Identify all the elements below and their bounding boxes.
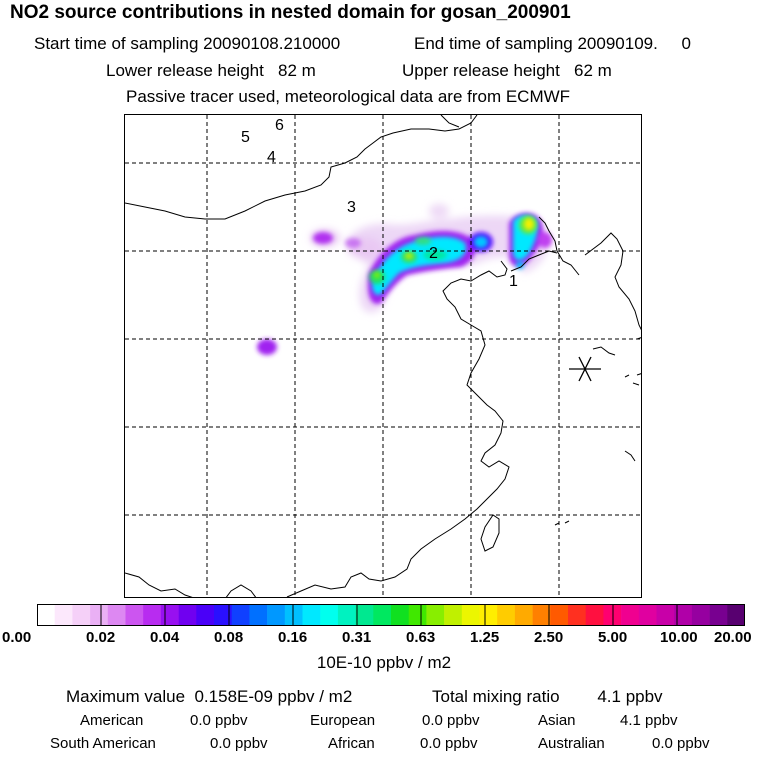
- colorbar-cell-18: [355, 604, 374, 626]
- colorbar-tick-3: 0.08: [214, 629, 244, 646]
- american-label: American: [80, 712, 144, 729]
- colorbar-cell-33: [621, 604, 640, 626]
- colorbar-tick-0: 0.00: [2, 629, 32, 646]
- no2-plume: [257, 204, 552, 355]
- colorbar-cell-21: [408, 604, 427, 626]
- region-label-2: 2: [429, 245, 438, 262]
- colorbar-tick-5: 0.31: [342, 629, 372, 646]
- european-value: 0.0 ppbv: [422, 712, 480, 729]
- colorbar-cell-31: [585, 604, 604, 626]
- african-label: African: [328, 735, 375, 752]
- colorbar-cell-6: [143, 604, 162, 626]
- colorbar: [37, 604, 745, 626]
- colorbar-cell-5: [125, 604, 144, 626]
- colorbar-cell-25: [479, 604, 498, 626]
- colorbar-tick-2: 0.04: [150, 629, 180, 646]
- region-label-1: 1: [509, 273, 518, 290]
- colorbar-cell-8: [178, 604, 197, 626]
- receptor-star-icon: [569, 356, 601, 382]
- region-label-5: 5: [241, 129, 250, 146]
- upper-release-height: Upper release height 62 m: [402, 61, 612, 80]
- asian-label: Asian: [538, 712, 576, 729]
- colorbar-cell-11: [231, 604, 250, 626]
- asian-value: 4.1 ppbv: [620, 712, 678, 729]
- colorbar-cell-13: [267, 604, 286, 626]
- coastline-outlines: [125, 115, 641, 597]
- total-mixing-ratio: Total mixing ratio 4.1 ppbv: [432, 687, 663, 706]
- colorbar-cell-0: [37, 604, 55, 626]
- european-label: European: [310, 712, 376, 729]
- colorbar-cell-12: [249, 604, 268, 626]
- south-american-value: 0.0 ppbv: [210, 735, 268, 752]
- colorbar-cell-19: [373, 604, 392, 626]
- lat-lon-grid: [125, 115, 641, 597]
- colorbar-tick-6: 0.63: [406, 629, 436, 646]
- colorbar-cell-7: [160, 604, 179, 626]
- colorbar-cell-26: [497, 604, 516, 626]
- colorbar-cell-30: [568, 604, 586, 626]
- colorbar-cell-23: [444, 604, 463, 626]
- colorbar-cell-17: [337, 604, 356, 626]
- region-label-4: 4: [267, 149, 276, 166]
- colorbar-cell-15: [302, 604, 321, 626]
- colorbar-cell-10: [214, 604, 232, 626]
- colorbar-tick-1: 0.02: [86, 629, 116, 646]
- maximum-value: Maximum value 0.158E-09 ppbv / m2: [66, 687, 353, 706]
- colorbar-cell-39: [727, 604, 745, 626]
- map-panel: 1 2 3 4 5 6: [124, 114, 642, 598]
- colorbar-cell-35: [656, 604, 675, 626]
- african-value: 0.0 ppbv: [420, 735, 478, 752]
- region-label-6: 6: [275, 117, 284, 134]
- colorbar-cell-32: [603, 604, 622, 626]
- colorbar-cell-27: [514, 604, 533, 626]
- colorbar-border: [37, 604, 745, 626]
- colorbar-cells: [37, 604, 745, 626]
- colorbar-tick-9: 5.00: [598, 629, 628, 646]
- colorbar-major-ticks: [100, 604, 678, 626]
- colorbar-cell-14: [284, 604, 303, 626]
- american-value: 0.0 ppbv: [190, 712, 248, 729]
- colorbar-tick-11: 20.00: [714, 629, 752, 646]
- colorbar-cell-16: [320, 604, 339, 626]
- colorbar-tick-7: 1.25: [470, 629, 500, 646]
- australian-value: 0.0 ppbv: [652, 735, 710, 752]
- colorbar-cell-20: [391, 604, 409, 626]
- colorbar-cell-3: [90, 604, 109, 626]
- colorbar-tick-8: 2.50: [534, 629, 564, 646]
- colorbar-unit: 10E-10 ppbv / m2: [316, 653, 452, 672]
- colorbar-cell-2: [72, 604, 91, 626]
- region-label-3: 3: [347, 199, 356, 216]
- colorbar-cell-24: [461, 604, 480, 626]
- colorbar-cell-29: [550, 604, 569, 626]
- colorbar-cell-28: [532, 604, 551, 626]
- sampling-start: Start time of sampling 20090108.210000: [34, 34, 341, 53]
- colorbar-cell-38: [709, 604, 728, 626]
- lower-release-height: Lower release height 82 m: [106, 61, 316, 80]
- colorbar-cell-9: [196, 604, 215, 626]
- colorbar-tick-10: 10.00: [660, 629, 698, 646]
- sampling-end: End time of sampling 20090109. 0: [414, 34, 691, 53]
- colorbar-cell-22: [426, 604, 445, 626]
- colorbar-cell-36: [674, 604, 693, 626]
- colorbar-cell-4: [107, 604, 126, 626]
- colorbar-cell-1: [54, 604, 73, 626]
- map-canvas: [125, 115, 641, 597]
- australian-label: Australian: [538, 735, 605, 752]
- map-title: NO2 source contributions in nested domai…: [10, 2, 571, 23]
- tracer-note: Passive tracer used, meteorological data…: [126, 87, 571, 106]
- colorbar-cell-37: [691, 604, 710, 626]
- colorbar-tick-4: 0.16: [278, 629, 308, 646]
- colorbar-cell-34: [638, 604, 657, 626]
- south-american-label: South American: [50, 735, 156, 752]
